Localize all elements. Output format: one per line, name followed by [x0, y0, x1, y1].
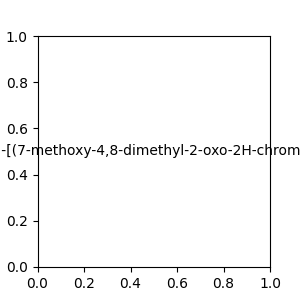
Text: N-(carboxymethyl)-N-[(7-methoxy-4,8-dimethyl-2-oxo-2H-chromen-3-yl)acetyl]glycin: N-(carboxymethyl)-N-[(7-methoxy-4,8-dime…	[0, 145, 300, 158]
